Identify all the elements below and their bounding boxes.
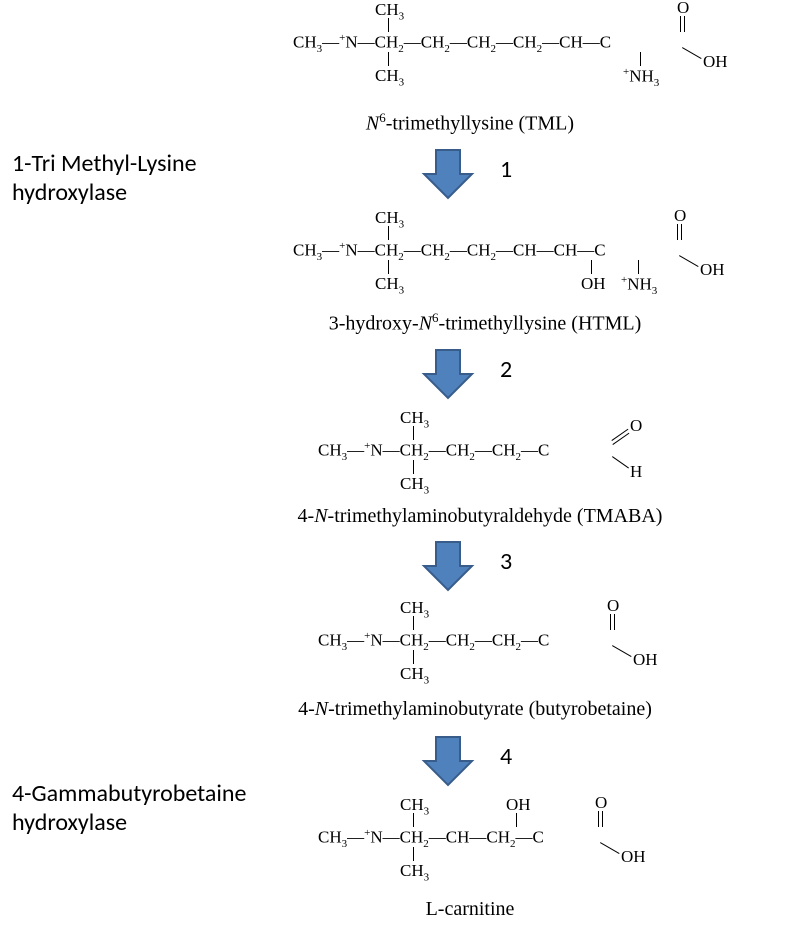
enzyme-label-step4: 4-Gammabutyrobetaine hydroxylase: [12, 780, 246, 838]
structure-tml: CH3 CH3—+N—CH2—CH2—CH2—CH2—CH—C CH3 +NH3…: [275, 0, 755, 110]
formula-fragment: OH: [506, 795, 531, 815]
bond-line: [681, 224, 683, 240]
bond-line: [679, 255, 699, 268]
bond-line: [413, 650, 415, 664]
bond-line: [684, 16, 686, 32]
bond-line: [388, 18, 390, 32]
enzyme-label-line: 1-Tri Methyl-Lysine: [12, 150, 197, 179]
bond-line: [413, 813, 415, 827]
structure-html: CH3 CH3—+N—CH2—CH2—CH2—CH—CH—C CH3 OH +N…: [275, 208, 755, 318]
formula-fragment: O: [595, 793, 607, 813]
bond-line: [413, 460, 415, 474]
bond-line: [600, 842, 620, 855]
formula-fragment: OH: [700, 260, 725, 280]
bond-line: [682, 47, 702, 60]
enzyme-label-line: hydroxylase: [12, 179, 197, 208]
bond-line: [638, 260, 640, 274]
formula-fragment: CH3: [375, 274, 404, 296]
formula-fragment: O: [630, 416, 642, 436]
bond-line: [388, 226, 390, 240]
formula-fragment: +NH3: [621, 274, 657, 297]
formula-fragment: CH3—+N—CH2—CH2—CH2—CH2—CH—C: [293, 32, 611, 55]
arrow-step1: [420, 148, 476, 200]
formula-fragment: H: [630, 462, 642, 482]
formula-fragment: +NH3: [623, 66, 659, 89]
formula-fragment: OH: [633, 650, 658, 670]
arrow-step4: [420, 735, 476, 787]
bond-line: [413, 847, 415, 861]
bond-line: [640, 52, 642, 66]
formula-fragment: OH: [581, 274, 606, 294]
enzyme-label-line: 4-Gammabutyrobetaine: [12, 780, 246, 809]
formula-fragment: CH3—+N—CH2—CH2—CH2—C: [318, 630, 549, 653]
bond-line: [610, 614, 612, 630]
formula-fragment: CH3—+N—CH2—CH2—CH2—C: [318, 440, 549, 463]
bond-line: [614, 614, 616, 630]
step-number-1: 1: [500, 155, 512, 184]
structure-tmaba: CH3 CH3—+N—CH2—CH2—CH2—C CH3 O H: [300, 408, 720, 508]
formula-fragment: O: [674, 206, 686, 226]
formula-fragment: CH3—+N—CH2—CH2—CH2—CH—CH—C: [293, 240, 606, 263]
compound-name-tml: N6-trimethyllysine (TML): [300, 110, 640, 136]
formula-fragment: CH3: [375, 66, 404, 88]
structure-carnitine: CH3 CH3—+N—CH2—CH—CH2—C CH3 OH O OH: [300, 795, 720, 905]
compound-name-tmaba: 4-N-trimethylaminobutyraldehyde (TMABA): [240, 505, 720, 528]
compound-name-html: 3-hydroxy-N6-trimethyllysine (HTML): [285, 310, 685, 336]
bond-line: [677, 224, 679, 240]
bond-line: [612, 645, 632, 658]
arrow-step2: [420, 348, 476, 400]
formula-fragment: OH: [621, 847, 646, 867]
bond-line: [413, 616, 415, 630]
compound-name-butyrobetaine: 4-N-trimethylaminobutyrate (butyrobetain…: [250, 698, 700, 721]
formula-fragment: CH3—+N—CH2—CH—CH2—C: [318, 827, 544, 850]
structure-butyrobetaine: CH3 CH3—+N—CH2—CH2—CH2—C CH3 O OH: [300, 598, 720, 698]
formula-fragment: CH3: [400, 474, 429, 496]
bond-line: [413, 426, 415, 440]
step-number-3: 3: [500, 547, 512, 576]
enzyme-label-step1: 1-Tri Methyl-Lysine hydroxylase: [12, 150, 197, 208]
formula-fragment: OH: [703, 52, 728, 72]
bond-line: [388, 260, 390, 274]
formula-fragment: O: [677, 0, 689, 18]
compound-name-carnitine: L-carnitine: [380, 898, 560, 921]
formula-fragment: O: [607, 596, 619, 616]
formula-fragment: CH3: [400, 861, 429, 883]
bond-line: [602, 811, 604, 827]
arrow-step3: [420, 540, 476, 592]
step-number-4: 4: [500, 742, 512, 771]
bond-line: [516, 813, 518, 827]
bond-line: [591, 260, 593, 274]
step-number-2: 2: [500, 355, 512, 384]
bond-line: [598, 811, 600, 827]
formula-fragment: CH3: [400, 664, 429, 686]
bond-line: [388, 52, 390, 66]
bond-line: [611, 456, 629, 469]
enzyme-label-line: hydroxylase: [12, 809, 246, 838]
bond-line: [680, 16, 682, 32]
